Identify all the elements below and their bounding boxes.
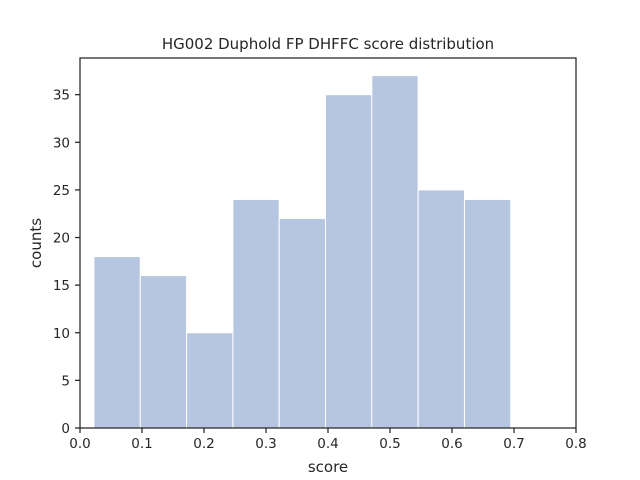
histogram-bar — [463, 198, 512, 429]
y-tick-label: 5 — [61, 373, 70, 389]
chart-title: HG002 Duphold FP DHFFC score distributio… — [162, 35, 494, 53]
histogram-bar — [139, 275, 188, 429]
plot-frame — [79, 57, 577, 429]
y-tick-label: 0 — [61, 421, 70, 437]
histogram-bar — [325, 94, 373, 429]
x-tick-label: 0.0 — [69, 436, 90, 452]
x-tick-label: 0.1 — [131, 436, 152, 452]
x-tick-label: 0.7 — [503, 436, 524, 452]
y-tick-label: 15 — [53, 278, 70, 294]
y-tick-label: 35 — [53, 88, 70, 104]
y-tick-label: 20 — [53, 231, 70, 247]
x-axis-label: score — [308, 458, 348, 476]
x-tick-label: 0.2 — [193, 436, 214, 452]
y-tick-label: 10 — [53, 326, 70, 342]
x-tick-label: 0.5 — [379, 436, 400, 452]
histogram-bar — [278, 217, 327, 429]
histogram-bar — [371, 75, 419, 429]
y-axis-ticks: 0 5 10 15 20 25 30 35 — [53, 88, 80, 437]
histogram-bar — [93, 256, 141, 429]
y-axis-label: counts — [27, 218, 45, 268]
bars-group — [93, 75, 512, 429]
histogram-bar — [417, 189, 465, 429]
x-tick-label: 0.6 — [441, 436, 462, 452]
y-tick-label: 30 — [53, 135, 70, 151]
x-tick-label: 0.4 — [317, 436, 338, 452]
histogram-bar — [232, 198, 280, 429]
y-tick-label: 25 — [53, 183, 70, 199]
x-axis-ticks: 0.0 0.1 0.2 0.3 0.4 0.5 0.6 0.7 0.8 — [69, 428, 587, 452]
x-tick-label: 0.8 — [565, 436, 586, 452]
x-tick-label: 0.3 — [255, 436, 276, 452]
histogram-bar — [186, 332, 234, 429]
